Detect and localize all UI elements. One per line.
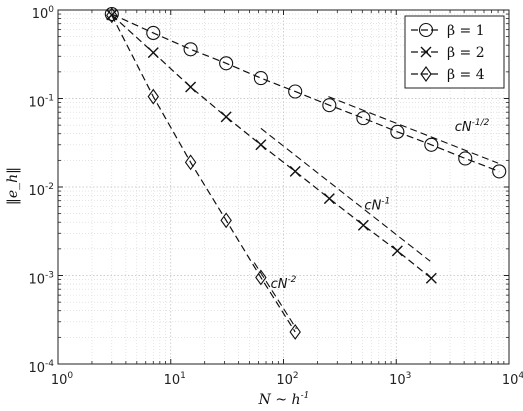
reference-lines bbox=[253, 96, 499, 330]
data-point bbox=[390, 124, 405, 139]
series-1 bbox=[104, 6, 507, 179]
axis-ticks bbox=[57, 9, 510, 365]
series-line bbox=[111, 15, 296, 333]
data-point bbox=[183, 42, 198, 57]
data-point bbox=[255, 269, 267, 286]
data-point bbox=[424, 137, 439, 152]
reference-line bbox=[328, 96, 499, 164]
y-tick-label: 10-4 bbox=[28, 359, 54, 376]
reference-label: cN-2 bbox=[271, 275, 297, 292]
x-tick-label: 100 bbox=[51, 371, 74, 388]
data-point bbox=[106, 7, 118, 24]
legend-label: β = 2 bbox=[447, 45, 485, 61]
y-axis-label: ‖e_h‖ bbox=[5, 167, 21, 205]
series-3 bbox=[106, 7, 301, 340]
legend-marker bbox=[418, 22, 434, 38]
y-tick-label: 10-3 bbox=[28, 271, 54, 288]
reference-line bbox=[253, 262, 297, 330]
data-point bbox=[146, 25, 161, 41]
series-2 bbox=[106, 9, 437, 284]
data-point bbox=[425, 272, 437, 284]
legend-item: β = 1 bbox=[411, 22, 485, 39]
y-tick-labels: 100 10-1 10-2 10-3 10-4 bbox=[28, 5, 54, 376]
data-point bbox=[184, 154, 197, 171]
data-point bbox=[323, 193, 335, 205]
legend: β = 1 β = 2 β = 4 bbox=[404, 15, 505, 89]
data-point bbox=[253, 71, 268, 86]
y-tick-label: 10-2 bbox=[28, 182, 54, 199]
data-point bbox=[458, 151, 473, 166]
legend-marker bbox=[420, 46, 432, 58]
data-point bbox=[147, 47, 159, 59]
data-point bbox=[220, 111, 232, 123]
y-tick-label: 10-1 bbox=[28, 94, 54, 111]
reference-line bbox=[260, 127, 431, 262]
data-point bbox=[185, 81, 197, 93]
data-point bbox=[220, 212, 232, 229]
data-point bbox=[147, 88, 160, 105]
x-tick-label: 103 bbox=[389, 371, 411, 388]
data-point bbox=[492, 164, 507, 179]
x-tick-label: 102 bbox=[276, 371, 298, 388]
data-point bbox=[322, 98, 337, 113]
data-point bbox=[289, 165, 301, 177]
x-tick-label: 104 bbox=[502, 371, 523, 388]
data-point bbox=[357, 219, 369, 231]
legend-marker bbox=[420, 66, 432, 82]
data-point bbox=[391, 245, 403, 257]
data-point bbox=[288, 84, 303, 99]
series-line bbox=[111, 14, 432, 279]
series-group bbox=[104, 6, 507, 340]
reference-label: cN-1/2 bbox=[455, 118, 490, 135]
x-tick-label: 101 bbox=[164, 371, 186, 388]
y-tick-label: 100 bbox=[32, 5, 55, 22]
reference-labels: cN-1/2 cN-1 cN-2 bbox=[271, 118, 490, 292]
legend-item: β = 2 bbox=[411, 45, 485, 61]
data-point bbox=[255, 139, 267, 151]
reference-label: cN-1 bbox=[364, 196, 390, 213]
x-axis-label: N ~ h-1 bbox=[258, 391, 310, 408]
legend-label: β = 1 bbox=[447, 23, 485, 39]
legend-item: β = 4 bbox=[411, 66, 485, 83]
x-tick-labels: 100 101 102 103 104 bbox=[51, 371, 523, 388]
legend-label: β = 4 bbox=[447, 67, 485, 83]
data-point bbox=[356, 111, 371, 126]
data-point bbox=[289, 324, 301, 340]
data-point bbox=[219, 56, 234, 71]
